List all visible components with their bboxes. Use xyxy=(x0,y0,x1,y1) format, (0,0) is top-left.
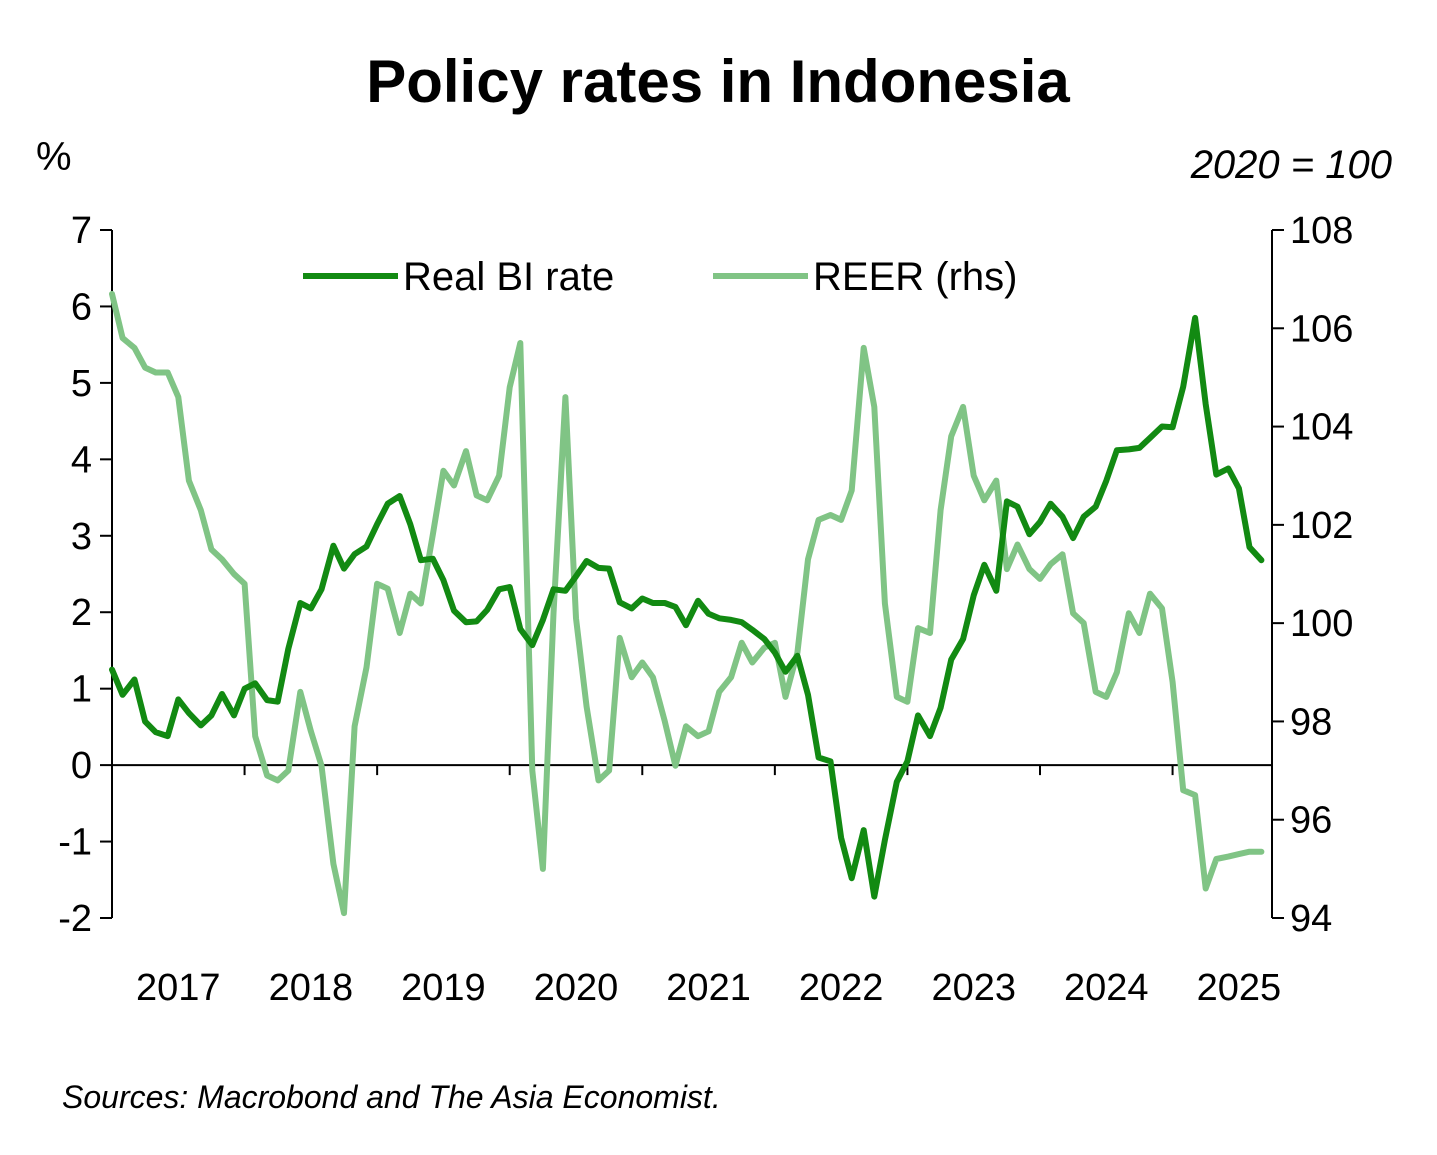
left-tick-label: 4 xyxy=(71,439,92,481)
left-tick-label: -1 xyxy=(58,822,92,864)
legend-label-reer: REER (rhs) xyxy=(813,255,1017,299)
legend: Real BI rate REER (rhs) xyxy=(303,255,1017,299)
left-tick-label: 1 xyxy=(71,669,92,711)
series-layer xyxy=(109,290,1265,917)
x-tick-label: 2024 xyxy=(1064,967,1149,1009)
axes: 7 6 5 4 3 2 1 0 -1 -2 108 106 104 102 100 98 96 94 2017 201… xyxy=(58,210,1353,1009)
right-tick-label: 100 xyxy=(1290,603,1353,645)
left-tick-label: 5 xyxy=(71,363,92,405)
right-tick-label: 102 xyxy=(1290,505,1353,547)
left-tick-label: 6 xyxy=(71,286,92,328)
legend-label-real-bi-rate: Real BI rate xyxy=(403,255,614,299)
left-tick-label: 7 xyxy=(71,210,92,252)
right-tick-label: 106 xyxy=(1290,308,1353,350)
left-tick-label: 0 xyxy=(71,745,92,787)
right-tick-label: 98 xyxy=(1290,701,1332,743)
x-tick-label: 2021 xyxy=(666,967,751,1009)
right-axis-unit: 2020 = 100 xyxy=(1190,143,1392,187)
left-tick-label: -2 xyxy=(58,898,92,940)
right-tick-label: 104 xyxy=(1290,407,1353,449)
x-tick-label: 2018 xyxy=(269,967,354,1009)
right-tick-label: 94 xyxy=(1290,898,1332,940)
right-tick-label: 96 xyxy=(1290,800,1332,842)
x-tick-label: 2017 xyxy=(136,967,221,1009)
x-tick-label: 2020 xyxy=(534,967,619,1009)
left-axis-unit: % xyxy=(36,135,72,179)
x-tick-label: 2019 xyxy=(401,967,486,1009)
x-tick-label: 2025 xyxy=(1197,967,1282,1009)
left-tick-label: 3 xyxy=(71,516,92,558)
x-tick-label: 2022 xyxy=(799,967,884,1009)
series-line-real-bi-rate xyxy=(109,314,1265,900)
left-tick-label: 2 xyxy=(71,592,92,634)
chart-title: Policy rates in Indonesia xyxy=(366,48,1070,115)
series-line-reer xyxy=(109,290,1265,917)
x-tick-label: 2023 xyxy=(931,967,1016,1009)
source-note: Sources: Macrobond and The Asia Economis… xyxy=(62,1079,721,1115)
right-tick-label: 108 xyxy=(1290,210,1353,252)
